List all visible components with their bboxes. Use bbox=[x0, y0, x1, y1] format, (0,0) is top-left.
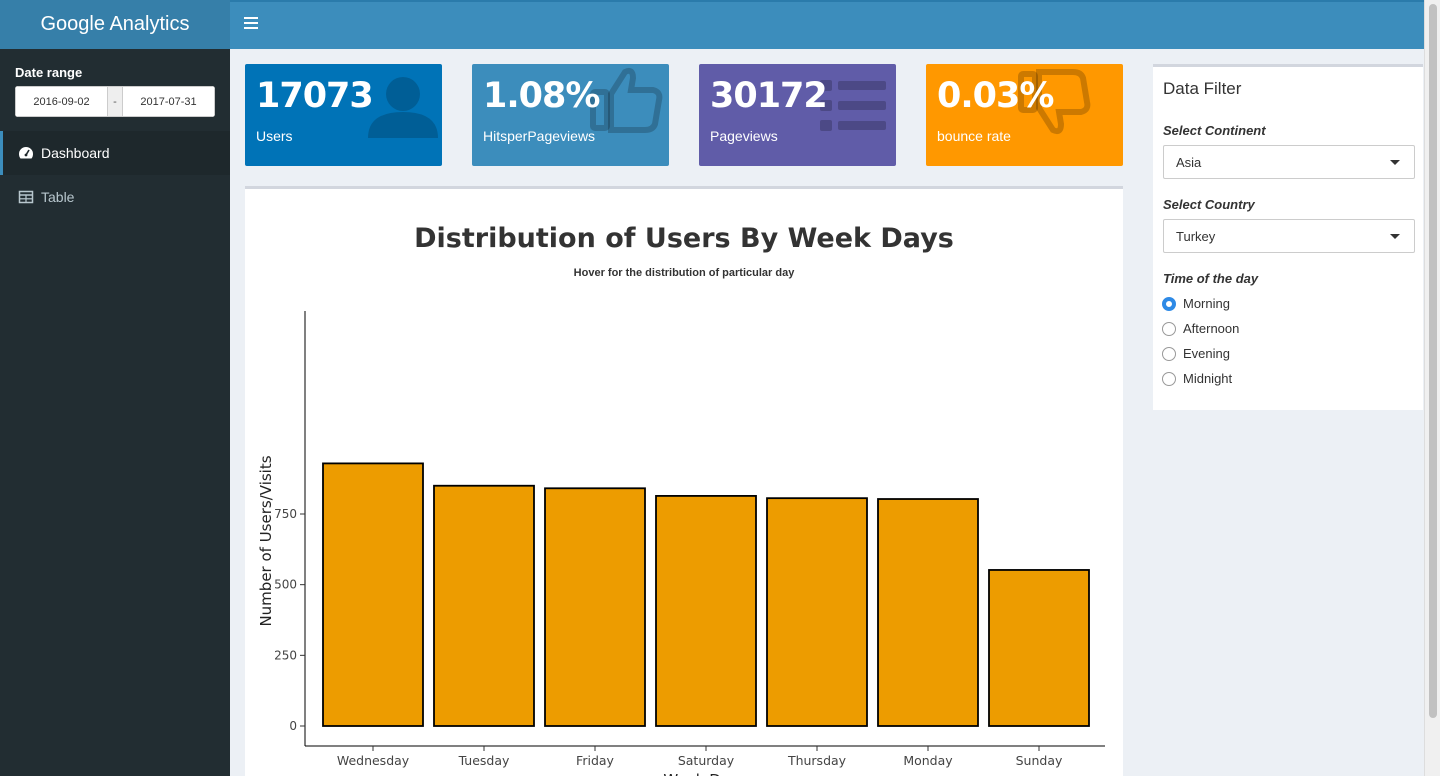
data-filter-panel: Data Filter Select Continent Asia Select… bbox=[1153, 64, 1423, 410]
continent-label: Select Continent bbox=[1163, 123, 1266, 138]
y-tick-label: 0 bbox=[289, 719, 297, 733]
country-label: Select Country bbox=[1163, 197, 1255, 212]
hits-infobox: 1.08% HitsperPageviews bbox=[472, 64, 669, 166]
chart-subtitle: Hover for the distribution of particular… bbox=[574, 267, 796, 279]
y-tick-label: 250 bbox=[274, 648, 297, 662]
date-range-picker: 2016-09-02 - 2017-07-31 bbox=[15, 86, 215, 117]
pageviews-infobox: 30172 Pageviews bbox=[699, 64, 896, 166]
bar-sunday bbox=[988, 569, 1090, 727]
radio-midnight[interactable]: Midnight bbox=[1162, 371, 1232, 386]
sidebar-item-label: Table bbox=[41, 189, 75, 205]
radio-evening[interactable]: Evening bbox=[1162, 346, 1230, 361]
hits-label: HitsperPageviews bbox=[483, 128, 596, 144]
radio-button-icon[interactable] bbox=[1162, 371, 1176, 386]
bar-saturday bbox=[655, 495, 757, 727]
y-axis-label: Number of Users/Visits bbox=[257, 455, 275, 626]
hamburger-menu-icon[interactable] bbox=[244, 17, 258, 30]
y-tick-label: 750 bbox=[274, 507, 297, 521]
x-tick-label: Wednesday bbox=[337, 753, 410, 768]
chart-title: Distribution of Users By Week Days bbox=[414, 223, 954, 254]
chevron-down-icon bbox=[1390, 160, 1400, 165]
hits-value: 1.08% bbox=[483, 76, 600, 116]
bar-friday bbox=[544, 487, 646, 727]
x-tick-label: Friday bbox=[576, 753, 614, 768]
x-tick-label: Tuesday bbox=[458, 753, 510, 768]
app-title: Google Analytics bbox=[40, 13, 190, 35]
continent-select[interactable]: Asia bbox=[1163, 145, 1415, 179]
time-of-day-label: Time of the day bbox=[1163, 271, 1259, 286]
scrollbar-thumb[interactable] bbox=[1429, 4, 1437, 718]
date-start-input[interactable]: 2016-09-02 bbox=[15, 86, 108, 117]
list-icon bbox=[820, 80, 886, 131]
pageviews-value: 30172 bbox=[710, 76, 828, 116]
radio-afternoon[interactable]: Afternoon bbox=[1162, 321, 1239, 336]
chart-panel: Distribution of Users By Week Days Hover … bbox=[245, 186, 1123, 776]
radio-label: Afternoon bbox=[1183, 321, 1240, 336]
x-tick-label: Saturday bbox=[678, 753, 735, 768]
sidebar-item-dashboard[interactable]: Dashboard bbox=[0, 131, 230, 175]
weekday-bar-chart: Distribution of Users By Week Days Hover … bbox=[257, 223, 1105, 776]
bar-wednesday bbox=[322, 462, 424, 727]
radio-button-icon[interactable] bbox=[1162, 346, 1176, 361]
radio-button-icon[interactable] bbox=[1162, 321, 1176, 336]
pageviews-label: Pageviews bbox=[710, 128, 778, 144]
filter-title: Data Filter bbox=[1163, 79, 1242, 98]
bounce-rate-infobox: 0.03% bounce rate bbox=[926, 64, 1123, 166]
chevron-down-icon bbox=[1390, 234, 1400, 239]
bar-thursday bbox=[766, 497, 868, 727]
y-tick-label: 500 bbox=[274, 578, 297, 592]
dashboard-icon bbox=[18, 147, 34, 159]
table-icon bbox=[18, 190, 34, 204]
x-axis-label: Week Days bbox=[663, 771, 746, 776]
thumbs-down-icon bbox=[1018, 69, 1091, 135]
x-tick-label: Thursday bbox=[787, 753, 847, 768]
bounce-rate-value: 0.03% bbox=[937, 76, 1054, 116]
radio-label: Morning bbox=[1183, 296, 1230, 311]
app-logo[interactable]: Google Analytics bbox=[0, 0, 230, 49]
users-infobox: 17073 Users bbox=[245, 64, 442, 166]
radio-label: Evening bbox=[1183, 346, 1230, 361]
sidebar: Date range 2016-09-02 - 2017-07-31 Dashb… bbox=[0, 49, 230, 776]
page-scrollbar[interactable] bbox=[1424, 0, 1440, 776]
radio-morning[interactable]: Morning bbox=[1162, 296, 1230, 311]
date-separator: - bbox=[108, 86, 122, 117]
country-select[interactable]: Turkey bbox=[1163, 219, 1415, 253]
bar-monday bbox=[877, 498, 979, 727]
thumbs-up-icon bbox=[590, 67, 663, 133]
users-label: Users bbox=[256, 128, 293, 144]
bar-tuesday bbox=[433, 484, 535, 727]
top-navbar bbox=[230, 0, 1424, 49]
x-tick-label: Sunday bbox=[1016, 753, 1063, 768]
date-end-input[interactable]: 2017-07-31 bbox=[122, 86, 215, 117]
sidebar-item-label: Dashboard bbox=[41, 145, 110, 161]
country-value: Turkey bbox=[1176, 228, 1216, 244]
date-range-label: Date range bbox=[15, 65, 83, 80]
x-tick-label: Monday bbox=[903, 753, 953, 768]
user-icon bbox=[368, 77, 438, 138]
radio-label: Midnight bbox=[1183, 371, 1233, 386]
continent-value: Asia bbox=[1176, 154, 1202, 170]
bounce-rate-label: bounce rate bbox=[937, 128, 1011, 144]
radio-button-icon[interactable] bbox=[1162, 296, 1176, 311]
users-value: 17073 bbox=[256, 76, 374, 116]
sidebar-item-table[interactable]: Table bbox=[0, 175, 230, 219]
